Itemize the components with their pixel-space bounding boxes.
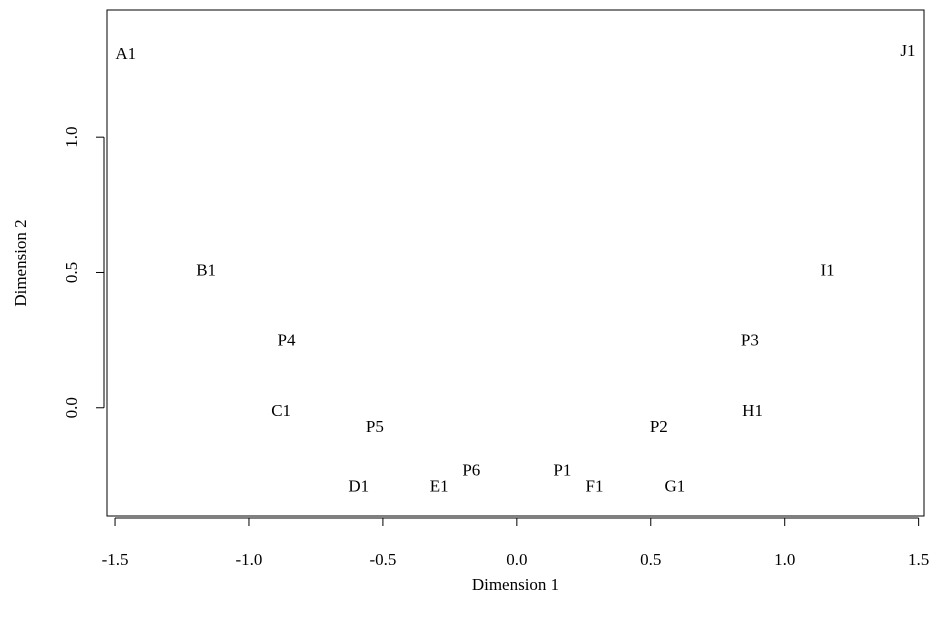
point-label-p4: P4 bbox=[277, 331, 295, 350]
point-labels: A1 B1 C1 D1 E1 F1 G1 H1 I1 J1 P1 P2 P3 P4 P5 P6 bbox=[115, 41, 915, 496]
point-label-p5: P5 bbox=[366, 417, 384, 436]
y-tick-label: 1.0 bbox=[62, 127, 81, 148]
y-axis: 0.0 0.5 1.0 bbox=[62, 127, 104, 419]
plot-frame bbox=[107, 10, 924, 516]
point-label-d1: D1 bbox=[348, 477, 369, 496]
point-label-h1: H1 bbox=[742, 401, 763, 420]
x-tick-label: 1.0 bbox=[774, 550, 795, 569]
point-label-g1: G1 bbox=[664, 477, 685, 496]
x-axis-title: Dimension 1 bbox=[472, 575, 559, 594]
x-tick-label: -1.0 bbox=[236, 550, 263, 569]
point-label-p3: P3 bbox=[741, 331, 759, 350]
point-label-i1: I1 bbox=[820, 260, 834, 279]
x-tick-label: -0.5 bbox=[369, 550, 396, 569]
x-tick-label: 0.0 bbox=[506, 550, 527, 569]
point-label-p1: P1 bbox=[553, 461, 571, 480]
point-label-p2: P2 bbox=[650, 417, 668, 436]
point-label-a1: A1 bbox=[115, 44, 136, 63]
y-tick-label: 0.0 bbox=[62, 397, 81, 418]
point-label-f1: F1 bbox=[586, 477, 604, 496]
y-tick-label: 0.5 bbox=[62, 262, 81, 283]
point-label-p6: P6 bbox=[462, 461, 480, 480]
point-label-e1: E1 bbox=[430, 477, 449, 496]
point-label-j1: J1 bbox=[900, 41, 915, 60]
y-axis-title: Dimension 2 bbox=[11, 219, 30, 306]
x-tick-label: -1.5 bbox=[102, 550, 129, 569]
x-axis: -1.5 -1.0 -0.5 0.0 0.5 1.0 1.5 bbox=[102, 518, 930, 569]
x-tick-label: 0.5 bbox=[640, 550, 661, 569]
point-label-c1: C1 bbox=[271, 401, 291, 420]
x-tick-label: 1.5 bbox=[908, 550, 929, 569]
point-label-b1: B1 bbox=[196, 260, 216, 279]
